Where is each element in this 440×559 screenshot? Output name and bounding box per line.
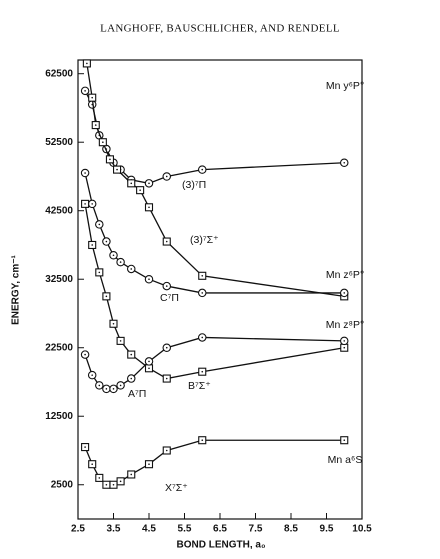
marker-dot xyxy=(148,360,150,363)
x-tick-label: 4.5 xyxy=(142,524,156,535)
x-tick-label: 9.5 xyxy=(320,524,334,535)
marker-dot xyxy=(165,449,168,452)
marker-dot xyxy=(148,278,150,281)
marker-dot xyxy=(343,346,346,349)
marker-dot xyxy=(201,370,204,373)
marker-dot xyxy=(130,182,133,185)
marker-dot xyxy=(105,483,108,486)
marker-dot xyxy=(130,473,133,476)
marker-dot xyxy=(165,240,168,243)
y-tick-label: 32500 xyxy=(45,274,73,285)
curve xyxy=(86,63,345,297)
marker-dot xyxy=(112,322,115,325)
state-label: (3)⁷Σ⁺ xyxy=(190,234,219,246)
page-header: LANGHOFF, BAUSCHLICHER, AND RENDELL xyxy=(100,23,340,35)
marker-dot xyxy=(119,340,122,342)
marker-dot xyxy=(91,203,93,205)
marker-dot xyxy=(165,285,168,287)
state-label: A⁷Π xyxy=(128,388,146,400)
marker-dot xyxy=(130,268,133,270)
marker-dot xyxy=(84,203,86,205)
y-tick-label: 22500 xyxy=(45,342,73,353)
asymptote-label: Mn z⁸P° xyxy=(326,319,364,331)
marker-dot xyxy=(119,384,122,387)
marker-dot xyxy=(84,172,86,174)
marker-dot xyxy=(201,439,204,442)
marker-dot xyxy=(84,353,86,356)
marker-dot xyxy=(91,244,93,246)
state-label: C⁷Π xyxy=(160,292,179,304)
marker-dot xyxy=(105,295,108,298)
x-tick-label: 3.5 xyxy=(107,524,121,535)
marker-dot xyxy=(119,480,122,483)
state-label: B⁷Σ⁺ xyxy=(188,380,211,392)
y-tick-label: 12500 xyxy=(45,411,73,422)
marker-dot xyxy=(201,292,204,294)
marker-dot xyxy=(139,189,141,191)
marker-dot xyxy=(91,96,93,99)
marker-dot xyxy=(148,463,150,465)
marker-dot xyxy=(109,158,111,161)
x-axis-label: BOND LENGTH, a₀ xyxy=(177,540,266,551)
marker-dot xyxy=(112,388,115,390)
marker-dot xyxy=(148,182,150,185)
asymptote-label: Mn y⁶P° xyxy=(326,80,364,92)
x-tick-label: 2.5 xyxy=(71,524,85,535)
asymptote-label: Mn z⁶P° xyxy=(326,269,364,281)
x-tick-label: 8.5 xyxy=(284,524,298,535)
marker-dot xyxy=(94,124,97,126)
marker-dot xyxy=(130,353,133,356)
marker-dot xyxy=(148,367,150,370)
marker-dot xyxy=(165,377,168,380)
marker-dot xyxy=(112,254,115,257)
y-tick-label: 62500 xyxy=(45,68,73,79)
marker-dot xyxy=(102,141,104,144)
marker-dot xyxy=(201,274,204,277)
y-tick-label: 42500 xyxy=(45,205,73,216)
x-tick-label: 7.5 xyxy=(249,524,263,535)
marker-dot xyxy=(343,292,346,294)
marker-dot xyxy=(105,388,108,390)
marker-dot xyxy=(165,175,168,178)
marker-dot xyxy=(119,261,122,263)
marker-dot xyxy=(98,384,101,387)
marker-dot xyxy=(105,240,108,243)
marker-dot xyxy=(343,439,346,442)
marker-dot xyxy=(116,168,118,171)
marker-dot xyxy=(98,271,101,274)
marker-dot xyxy=(91,374,93,376)
marker-dot xyxy=(201,336,204,339)
plot-frame xyxy=(77,59,363,520)
y-axis-label: ENERGY, cm⁻¹ xyxy=(11,254,22,324)
marker-dot xyxy=(148,206,150,209)
state-label: (3)⁷Π xyxy=(182,179,206,191)
marker-dot xyxy=(86,62,88,65)
marker-dot xyxy=(91,463,93,465)
y-tick-label: 52500 xyxy=(45,137,73,148)
x-tick-label: 10.5 xyxy=(352,524,372,535)
x-tick-label: 6.5 xyxy=(213,524,227,535)
marker-dot xyxy=(165,346,168,349)
state-label: X⁷Σ⁺ xyxy=(165,482,188,494)
x-tick-label: 5.5 xyxy=(178,524,192,535)
marker-dot xyxy=(112,483,115,486)
marker-dot xyxy=(343,340,346,342)
asymptote-label: Mn a⁶S xyxy=(328,454,363,466)
marker-dot xyxy=(343,161,346,164)
marker-dot xyxy=(98,477,101,479)
marker-dot xyxy=(130,377,133,380)
y-tick-label: 2500 xyxy=(51,479,74,490)
marker-dot xyxy=(98,223,101,226)
marker-dot xyxy=(84,90,86,92)
marker-dot xyxy=(84,446,86,448)
marker-dot xyxy=(201,168,204,171)
